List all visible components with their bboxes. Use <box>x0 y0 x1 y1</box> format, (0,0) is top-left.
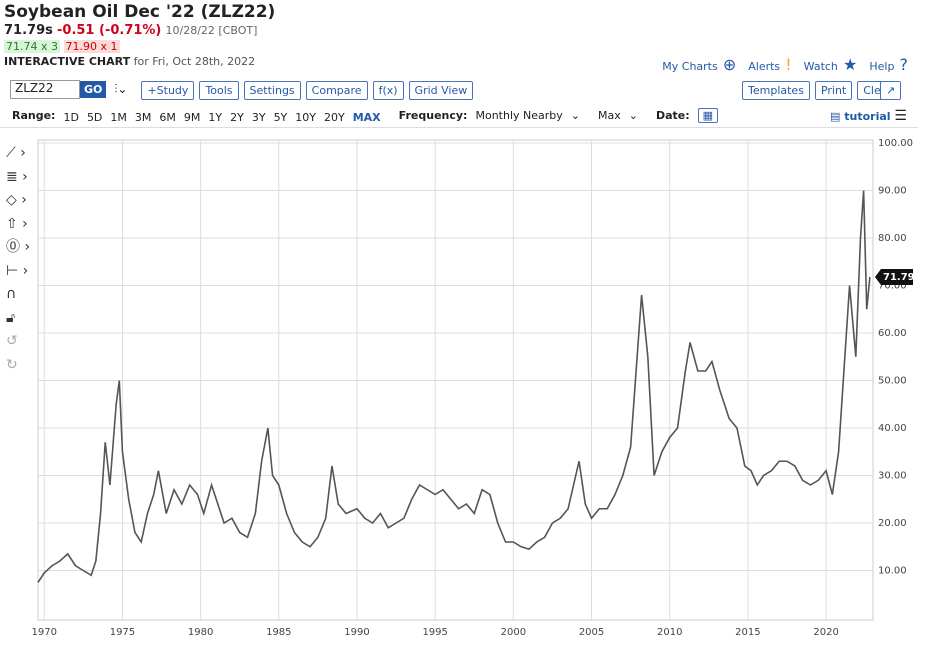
quote: 71.79s -0.51 (-0.71%) 10/28/22 [CBOT] <box>4 23 257 38</box>
bid: 71.74 x 3 <box>4 40 60 53</box>
exchange: 10/28/22 [CBOT] <box>165 24 258 37</box>
last-price-tag <box>875 268 913 285</box>
y-tick-label: 30.00 <box>878 471 907 482</box>
toolbar-button[interactable]: Settings <box>243 81 301 100</box>
y-tick-label: 50.00 <box>878 376 907 387</box>
header-link[interactable]: Help <box>869 60 895 73</box>
x-tick-label: 1985 <box>266 627 291 638</box>
link-icon: ! <box>780 55 792 74</box>
bar-type[interactable]: ⫶⌄ <box>114 82 128 96</box>
toolbar-button[interactable]: Compare <box>305 81 368 100</box>
price-line <box>37 190 871 583</box>
toolbar-button[interactable]: Grid View <box>408 81 474 100</box>
buttons: +Study Tools Settings Compare f(x) Grid View <box>141 79 478 100</box>
symbol-input[interactable]: ZLZ22 <box>10 80 80 99</box>
ask: 71.90 x 1 <box>63 40 120 53</box>
y-tick-label: 80.00 <box>878 233 907 244</box>
range-bar: Range: 1D 5D 1M 3M 6M 9M 1Y 2Y 3Y 5Y 10Y 20Y MAX Freq… <box>12 106 723 125</box>
ranges: 1D 5D 1M 3M 6M 9M 1Y 2Y 3Y 5Y 10Y 20Y MAX <box>63 106 388 125</box>
tool[interactable]: ≣ › <box>6 168 28 185</box>
range-option[interactable]: 5D <box>86 111 103 124</box>
x-tick-label: 2005 <box>579 627 604 638</box>
range-option[interactable]: MAX <box>352 111 381 124</box>
tool[interactable]: ⇧ › <box>6 215 28 232</box>
change: -0.51 (-0.71%) <box>57 23 162 38</box>
x-tick-label: 1970 <box>32 627 57 638</box>
toolbar-button[interactable]: +Study <box>141 81 195 100</box>
y-tick-label: 100.00 <box>878 138 913 149</box>
tutorial-text: tutorial <box>844 110 891 123</box>
tool[interactable]: 🔓︎ <box>6 309 16 326</box>
right-buttons: Templates Print Clear <box>742 79 903 100</box>
range-option[interactable]: 1D <box>63 111 79 124</box>
period[interactable]: Max <box>597 109 621 122</box>
toolbar-button[interactable]: Templates <box>742 81 810 100</box>
y-tick-label: 40.00 <box>878 423 907 434</box>
last-price-label: 71.79 <box>883 272 915 283</box>
tool[interactable]: ↺ <box>6 333 18 349</box>
toolbar-button[interactable]: Print <box>814 81 853 100</box>
range-option[interactable]: 3M <box>134 111 152 124</box>
date-label: Date: <box>655 109 690 122</box>
range-option[interactable]: 10Y <box>295 111 316 124</box>
header-link[interactable]: My Charts <box>662 60 718 73</box>
range-option[interactable]: 20Y <box>324 111 345 124</box>
header-link[interactable]: Watch <box>803 60 838 73</box>
y-tick-label: 70.00 <box>878 281 907 292</box>
header-link[interactable]: Alerts <box>748 60 781 73</box>
frequency-label: Frequency: <box>398 109 468 122</box>
frequency[interactable]: Monthly Nearby <box>475 109 563 122</box>
toolbar-button[interactable]: f(x) <box>372 81 404 100</box>
x-tick-label: 1980 <box>188 627 213 638</box>
tool[interactable]: ⟋ › <box>6 145 26 161</box>
chart-type: INTERACTIVE CHART <box>4 55 131 68</box>
x-tick-label: 2015 <box>735 627 760 638</box>
x-tick-label: 2010 <box>657 627 682 638</box>
links: My Charts ⊕ Alerts ! Watch ★ Help ? <box>650 55 908 74</box>
y-tick-label: 10.00 <box>878 566 907 577</box>
title: Soybean Oil Dec '22 (ZLZ22) <box>4 2 276 22</box>
range-option[interactable]: 3Y <box>251 111 266 124</box>
x-tick-label: 2020 <box>813 627 838 638</box>
link-icon: ⊕ <box>717 55 737 74</box>
range-option[interactable]: 1Y <box>208 111 223 124</box>
tool[interactable]: ⊢ › <box>6 262 29 279</box>
tool[interactable]: ↻ <box>6 356 18 373</box>
chart-date: for Fri, Oct 28th, 2022 <box>133 55 256 68</box>
toolbar: ZLZ22 GO ⫶⌄ +Study Tools Settings Compare f(… <box>10 79 478 100</box>
range-option[interactable]: 9M <box>183 111 201 124</box>
calendar[interactable]: ▦ <box>697 108 719 123</box>
link-icon: ? <box>894 55 909 74</box>
chart-label: INTERACTIVE CHART for Fri, Oct 28th, 202… <box>4 55 255 68</box>
price: 71.79s <box>4 23 53 38</box>
bid-ask: 71.74 x 3 71.90 x 1 <box>4 40 120 53</box>
expand-button[interactable]: ↗ <box>880 81 902 100</box>
range-option[interactable]: 2Y <box>230 111 244 124</box>
link-icon: ★ <box>837 55 858 74</box>
range-label: Range: <box>12 109 56 122</box>
x-tick-label: 1975 <box>110 627 135 638</box>
x-tick-label: 1990 <box>344 627 369 638</box>
tool[interactable]: ∩ <box>6 286 17 302</box>
y-tick-label: 60.00 <box>878 328 907 339</box>
y-tick-label: 20.00 <box>878 518 907 529</box>
range-option[interactable]: 6M <box>159 111 176 124</box>
range-option[interactable]: 1M <box>110 111 127 124</box>
x-tick-label: 2000 <box>501 627 526 638</box>
tool[interactable]: ⓪ › <box>6 239 31 255</box>
tutorial[interactable]: ▤ tutorial ☰ <box>830 108 907 124</box>
tool[interactable]: ◇ › <box>6 192 27 208</box>
drawing-tools: ⟋ › ≣ › ◇ › ⇧ › ⓪ › ⊢ › ∩ 🔓︎ ↺ ↻ <box>6 142 30 377</box>
toolbar-button[interactable]: Tools <box>199 81 239 100</box>
x-tick-label: 1995 <box>422 627 447 638</box>
go-button[interactable]: GO <box>80 81 107 98</box>
expand[interactable]: ↗ <box>880 79 906 100</box>
range-option[interactable]: 5Y <box>273 111 288 124</box>
y-tick-label: 90.00 <box>878 186 907 197</box>
